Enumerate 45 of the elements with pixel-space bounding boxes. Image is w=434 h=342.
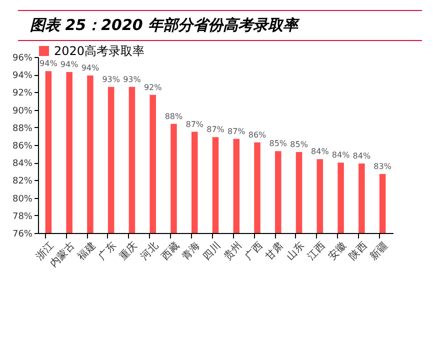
y-tick-label: 86% [12,142,33,152]
data-label: 94% [81,63,100,72]
x-tick-label: 陕西 [346,240,370,262]
y-tick-label: 92% [12,88,33,99]
data-label: 93% [102,74,120,84]
data-label: 85% [269,139,288,148]
data-label: 92% [144,82,162,92]
x-tick-label: 河北 [138,240,161,262]
y-tick-label: 94% [12,71,33,82]
data-label: 94% [60,60,79,69]
y-tick-label: 90% [12,106,33,116]
data-label: 94% [40,59,58,68]
data-label: 87% [206,125,225,134]
y-tick-label: 76% [12,230,33,240]
data-label: 84% [311,147,330,156]
x-tick-label: 山东 [284,240,307,262]
x-tick-label: 甘肃 [263,240,286,262]
x-tick-label: 广西 [242,240,266,262]
data-label: 84% [332,150,350,160]
x-tick-label: 广东 [96,240,119,262]
y-tick-label: 96% [12,54,33,64]
y-tick-label: 80% [12,194,33,204]
data-label: 85% [290,140,308,150]
chart-title: 图表 25：2020 年部分省份高考录取率 [18,10,422,41]
x-tick-label: 贵州 [222,240,244,262]
x-tick-label: 新疆 [368,240,390,262]
data-label: 83% [374,162,392,172]
x-tick-label: 西藏 [158,240,182,262]
y-tick-label: 84% [12,159,33,170]
y-tick-label: 82% [12,176,33,187]
data-label: 87% [186,120,204,129]
data-label: 88% [164,112,184,121]
x-tick-label: 江西 [305,240,328,262]
data-label: 93% [123,74,142,84]
legend-label: 2020高考录取率 [54,44,145,58]
x-tick-label: 福建 [75,240,98,262]
data-label: 87% [227,126,246,136]
x-tick-label: 安徽 [326,240,349,262]
y-tick-label: 88% [12,124,33,134]
x-tick-label: 青海 [180,240,202,262]
y-tick-label: 78% [12,212,33,222]
data-label: 86% [248,130,267,140]
data-label: 84% [352,151,371,160]
x-tick-label: 四川 [200,240,224,262]
x-tick-label: 重庆 [117,240,140,262]
